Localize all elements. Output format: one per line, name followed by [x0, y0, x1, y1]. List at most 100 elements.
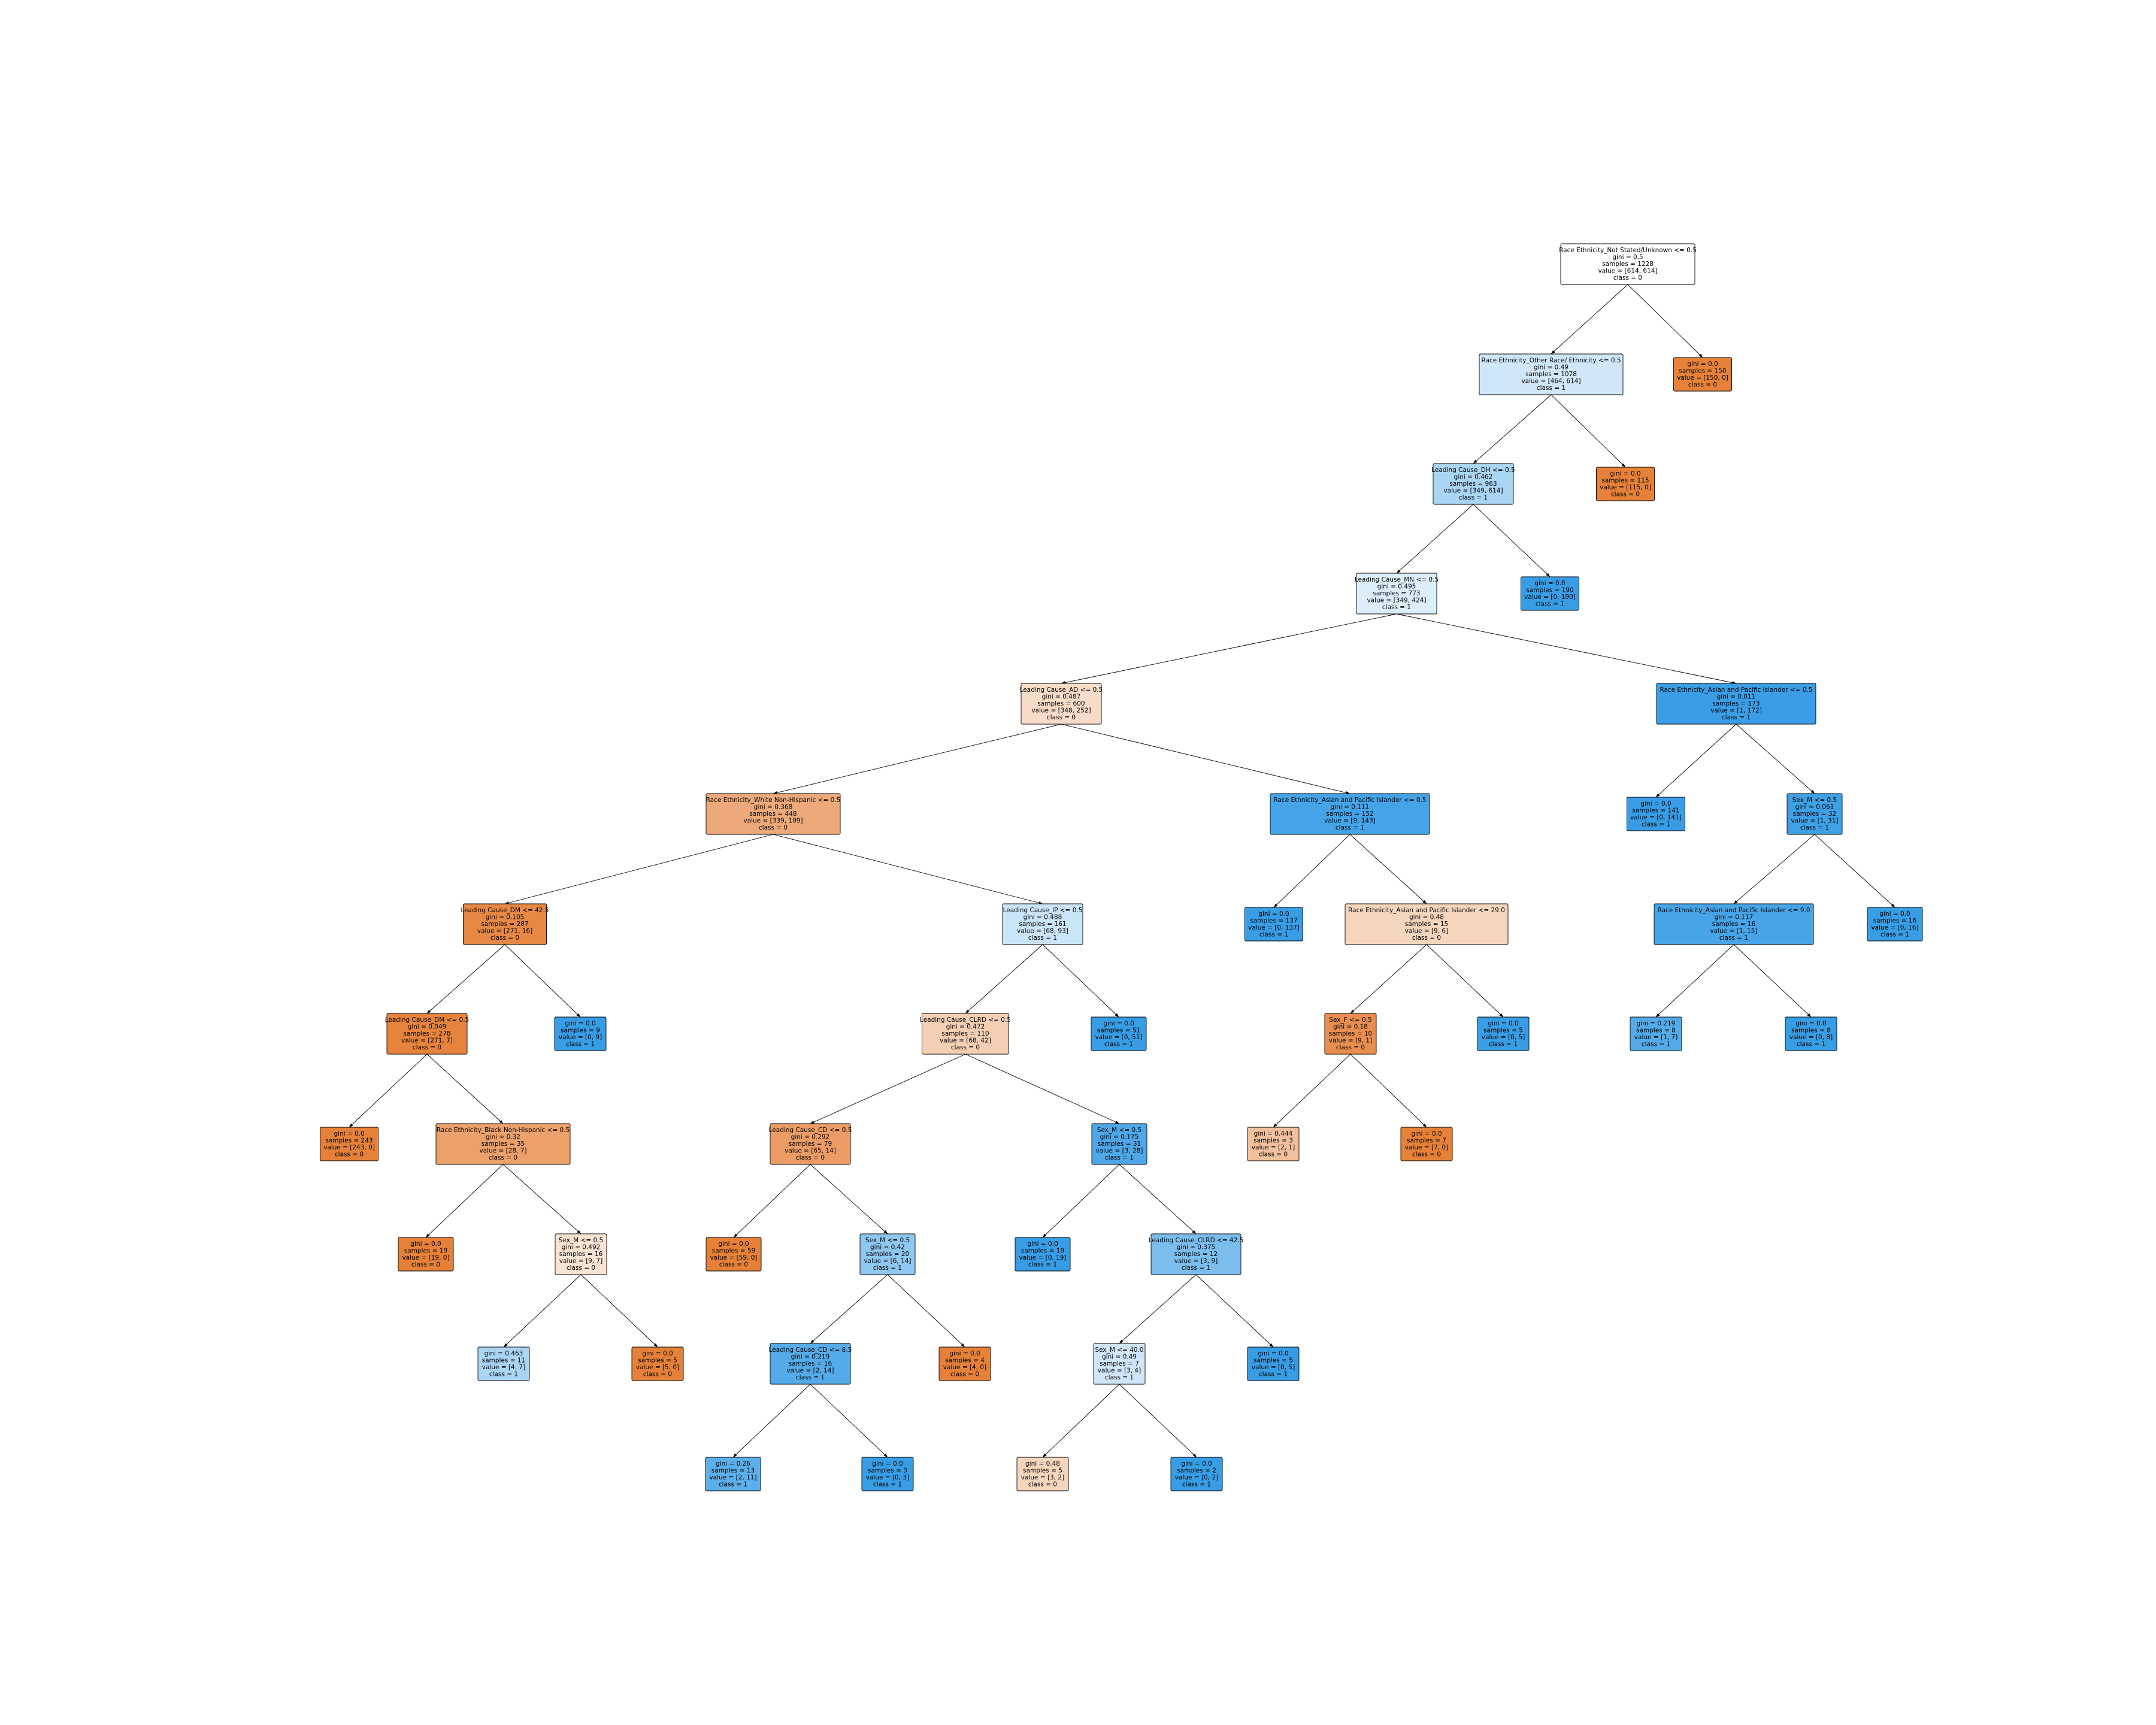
- tree-edge-arrowhead: [1397, 569, 1401, 573]
- tree-node-line: class = 1: [566, 1040, 595, 1048]
- tree-node-line: class = 0: [759, 824, 788, 831]
- tree-node-line: samples = 152: [1326, 810, 1373, 818]
- tree-edge-arrowhead: [577, 1230, 581, 1234]
- tree-node-line: class = 0: [1047, 714, 1076, 721]
- tree-node-line: value = [3, 9]: [1174, 1258, 1218, 1265]
- tree-node-line: samples = 115: [1601, 477, 1649, 484]
- tree-node-line: value = [9, 1]: [1329, 1037, 1372, 1045]
- tree-node-line: Race Ethnicity_Other Race/ Ethnicity <= …: [1481, 357, 1621, 364]
- tree-node-line: class = 1: [1722, 714, 1751, 721]
- tree-node-box: [859, 1233, 916, 1275]
- tree-node-box: [554, 1016, 607, 1051]
- tree-node-line: class = 1: [1182, 1481, 1211, 1488]
- tree-edge: [965, 1054, 1120, 1124]
- tree-node-line: gini = 0.105: [486, 914, 525, 921]
- tree-edge: [810, 1164, 888, 1234]
- tree-node-line: samples = 20: [866, 1251, 909, 1258]
- tree-edge-arrowhead: [733, 1453, 737, 1457]
- tree-node-line: samples = 173: [1712, 700, 1760, 707]
- tree-edge-arrowhead: [1551, 350, 1555, 354]
- tree-node-line: value = [4, 0]: [943, 1364, 986, 1371]
- tree-edge-arrowhead: [1269, 1343, 1273, 1347]
- tree-edge-arrowhead: [1192, 1230, 1196, 1234]
- tree-node-line: class = 0: [1412, 934, 1441, 942]
- tree-node-line: samples = 79: [789, 1140, 832, 1148]
- tree-node-line: class = 1: [1459, 494, 1488, 501]
- tree-node-line: value = [339, 109]: [743, 818, 803, 825]
- tree-node-line: class = 1: [1797, 1040, 1825, 1048]
- tree-edge-arrowhead: [426, 1233, 430, 1237]
- tree-node-line: gini = 0.175: [1100, 1134, 1139, 1141]
- tree-edge-arrowhead: [1810, 789, 1815, 794]
- tree-node-line: class = 0: [951, 1044, 980, 1051]
- tree-edge: [1349, 834, 1427, 904]
- tree-node-line: value = [271, 7]: [401, 1037, 453, 1045]
- tree-node-box: [1596, 467, 1655, 501]
- tree-node-line: samples = 15: [1405, 921, 1448, 928]
- tree-node-line: samples = 137: [1250, 917, 1297, 924]
- tree-edge: [426, 944, 505, 1014]
- tree-edge-arrowhead: [1119, 1339, 1124, 1343]
- tree-node-line: value = [28, 7]: [479, 1148, 526, 1155]
- tree-edge-arrowhead: [504, 1343, 508, 1347]
- tree-node-line: Race Ethnicity_Asian and Pacific Islande…: [1657, 907, 1810, 914]
- tree-edge-arrowhead: [1546, 573, 1550, 577]
- tree-node-line: Race Ethnicity_Asian and Pacific Islande…: [1660, 686, 1812, 694]
- tree-edge-arrowhead: [883, 1230, 888, 1234]
- tree-edge: [1551, 284, 1628, 355]
- tree-edge-arrowhead: [1621, 463, 1625, 467]
- tree-node-line: class = 1: [1489, 1040, 1518, 1048]
- tree-node-box: [1656, 683, 1816, 725]
- tree-node-line: class = 1: [1028, 934, 1057, 942]
- tree-node-box: [705, 1457, 761, 1491]
- tree-node-line: value = [19, 0]: [402, 1254, 449, 1261]
- tree-node-box: [1560, 243, 1695, 285]
- tree-node: Race Ethnicity_White Non-Hispanic <= 0.5…: [705, 793, 841, 835]
- tree-node-line: gini = 0.0: [334, 1130, 364, 1137]
- tree-edge: [1042, 944, 1119, 1018]
- tree-node-line: gini = 0.0: [410, 1240, 441, 1248]
- tree-node-line: class = 0: [1688, 381, 1717, 388]
- tree-node-line: Leading Cause_CLRD <= 0.5: [920, 1016, 1011, 1024]
- tree-node-line: gini = 0.49: [1534, 364, 1568, 371]
- tree-node-box: [1244, 907, 1303, 942]
- tree-node-line: gini = 0.0: [1610, 470, 1640, 477]
- tree-node-line: value = [464, 614]: [1521, 378, 1580, 385]
- tree-node-line: samples = 141: [1632, 807, 1679, 814]
- tree-node-line: gini = 0.472: [946, 1024, 985, 1031]
- tree-edge: [1195, 1274, 1274, 1348]
- tree-node-line: samples = 773: [1373, 590, 1420, 597]
- tree-nodes: Race Ethnicity_Not Stated/Unknown <= 0.5…: [320, 243, 1923, 1491]
- tree-node-line: samples = 161: [1019, 921, 1066, 928]
- tree-node-line: samples = 7: [1100, 1360, 1139, 1367]
- tree-node-line: class = 0: [719, 1261, 748, 1268]
- tree-node-line: value = [3, 28]: [1095, 1148, 1143, 1155]
- tree-node-line: samples = 1228: [1602, 261, 1654, 268]
- tree-node-line: gini = 0.111: [1331, 804, 1370, 811]
- tree-edge-arrowhead: [576, 1013, 580, 1017]
- tree-node-line: value = [7, 0]: [1405, 1144, 1448, 1151]
- tree-node-line: gini = 0.0: [1534, 580, 1565, 587]
- tree-node-line: value = [59, 0]: [710, 1254, 757, 1261]
- tree-node-box: [435, 1123, 571, 1165]
- tree-edge: [732, 1384, 811, 1458]
- tree-node-box: [1867, 907, 1923, 942]
- tree-node-line: value = [0, 5]: [1482, 1034, 1525, 1041]
- tree-edge: [1273, 1054, 1351, 1128]
- tree-node-line: samples = 31: [1098, 1140, 1141, 1148]
- tree-node-line: value = [243, 0]: [323, 1144, 375, 1151]
- tree-node-box: [1785, 1016, 1837, 1051]
- tree-node-line: class = 1: [1719, 934, 1748, 942]
